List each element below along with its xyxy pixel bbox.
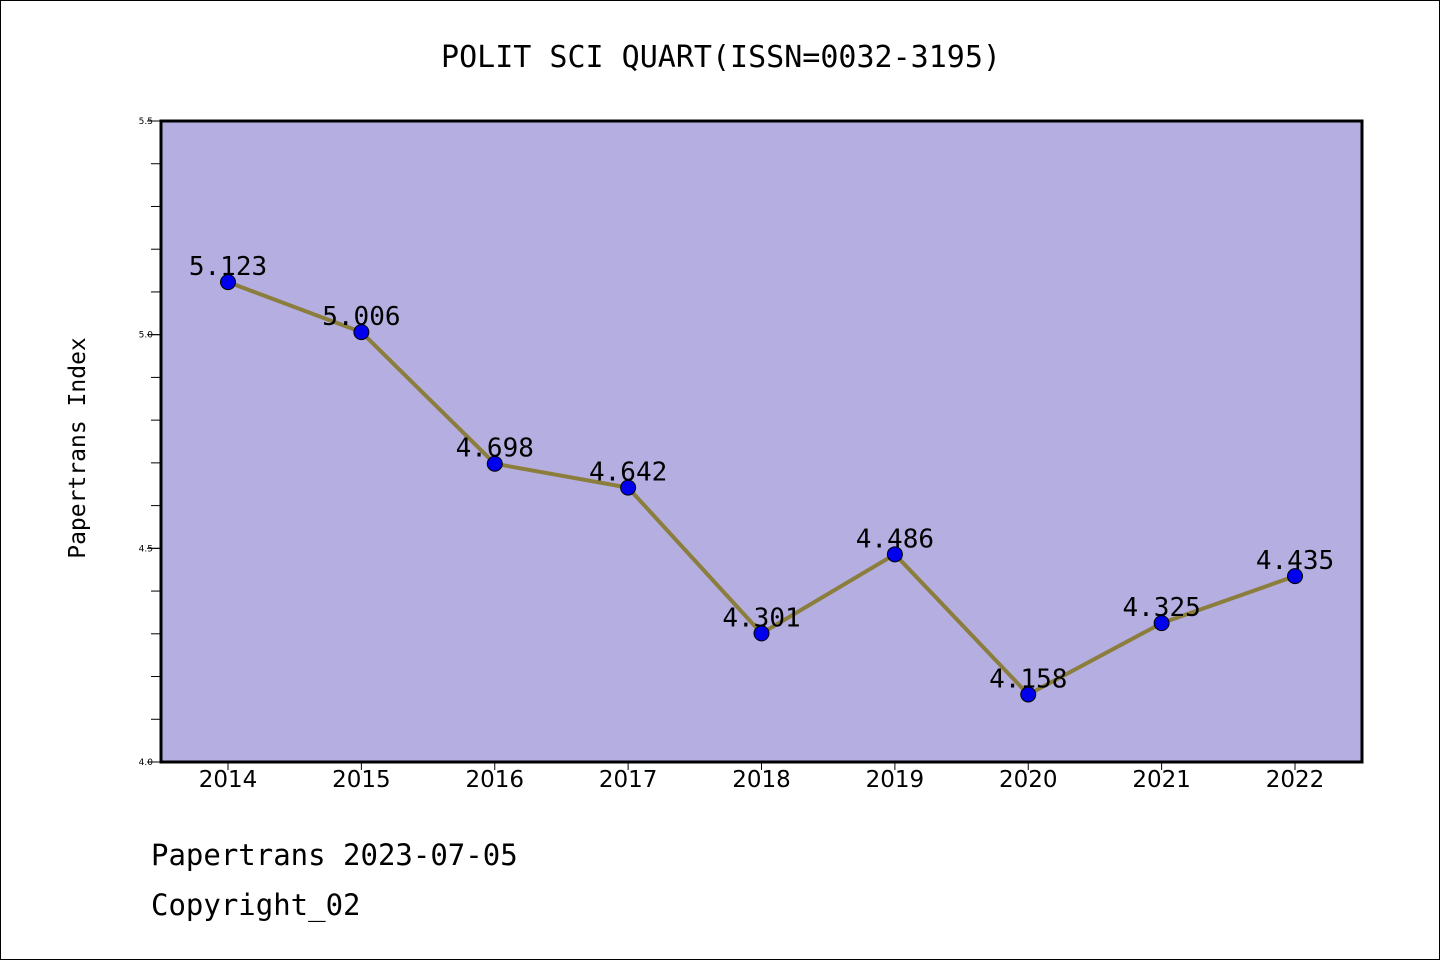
footer-date: Papertrans 2023-07-05 — [151, 838, 518, 872]
data-point — [1287, 568, 1303, 585]
plot-border — [159, 119, 1364, 764]
plot-area — [161, 121, 1362, 762]
data-label: 4.158 — [989, 664, 1067, 694]
data-label: 5.123 — [189, 252, 267, 282]
y-axis-label: Papertrans Index — [65, 337, 91, 559]
data-label: 4.325 — [1122, 593, 1200, 623]
x-tick-label: 2015 — [332, 767, 391, 793]
data-label: 4.642 — [589, 458, 667, 488]
data-label: 4.698 — [456, 434, 534, 464]
data-point — [886, 546, 903, 563]
data-point — [353, 324, 370, 341]
x-tick-label: 2019 — [866, 767, 925, 793]
data-label: 4.301 — [722, 603, 800, 633]
data-point — [1153, 615, 1170, 632]
x-tick-label: 2014 — [199, 767, 258, 793]
data-label: 4.435 — [1256, 546, 1334, 576]
y-tick-label: 4.5 — [139, 544, 153, 554]
y-axis-ticks: 4.0 4.5 5.0 5.5 — [139, 117, 161, 768]
data-labels: 5.123 5.006 4.698 4.642 4.301 4.486 4.158 4.325… — [189, 252, 1334, 694]
data-point — [620, 479, 637, 496]
data-label: 5.006 — [322, 302, 400, 332]
y-tick-label: 5.5 — [139, 117, 153, 127]
x-axis-ticks: 2014 2015 2016 2017 2018 2019 2020 2021 2022 — [199, 762, 1325, 793]
x-tick-label: 2020 — [999, 767, 1058, 793]
x-tick-label: 2017 — [599, 767, 658, 793]
data-point — [486, 455, 503, 472]
x-tick-label: 2016 — [465, 767, 524, 793]
data-label: 4.486 — [856, 524, 934, 554]
x-tick-label: 2021 — [1132, 767, 1191, 793]
data-markers — [220, 274, 1303, 703]
data-point — [1020, 686, 1037, 703]
chart-title: POLIT SCI QUART(ISSN=0032-3195) — [441, 40, 1001, 75]
footer-copyright: Copyright_02 — [151, 888, 361, 923]
data-point — [753, 625, 770, 642]
y-tick-label: 5.0 — [139, 331, 154, 341]
data-point — [220, 274, 236, 291]
x-tick-label: 2022 — [1266, 767, 1325, 793]
y-tick-label: 4.0 — [139, 758, 154, 768]
x-tick-label: 2018 — [732, 767, 791, 793]
